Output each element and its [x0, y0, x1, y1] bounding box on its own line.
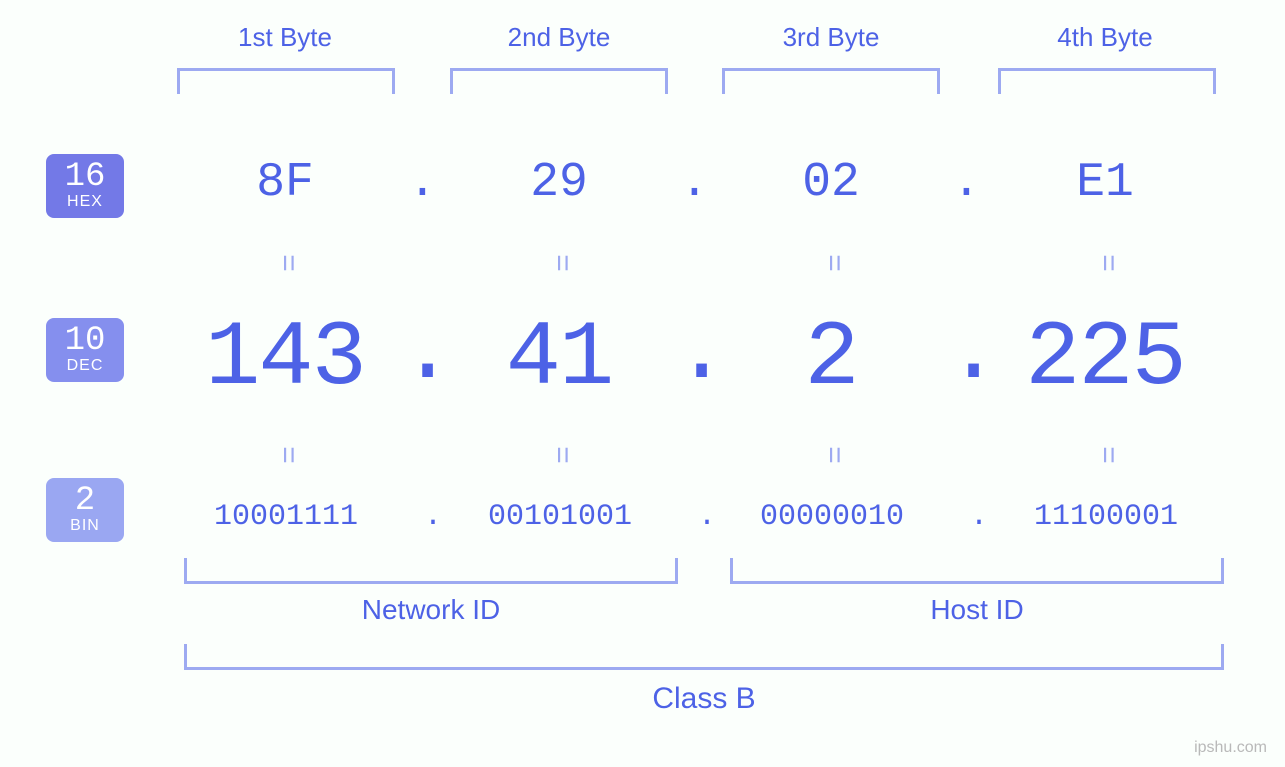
equals-icon: =	[1089, 243, 1123, 283]
byte-bracket-4	[998, 68, 1216, 94]
base-num-dec: 10	[46, 324, 124, 360]
dec-byte-2: 41	[434, 306, 684, 411]
base-label-bin: BIN	[46, 518, 124, 535]
hex-byte-1: 8F	[160, 156, 410, 210]
network-bracket	[184, 558, 678, 584]
byte-header-4: 4th Byte	[980, 22, 1230, 53]
hex-byte-2: 29	[434, 156, 684, 210]
hex-byte-4: E1	[980, 156, 1230, 210]
byte-header-1: 1st Byte	[160, 22, 410, 53]
class-label: Class B	[184, 682, 1224, 716]
base-num-hex: 16	[46, 160, 124, 196]
equals-icon: =	[543, 243, 577, 283]
bin-byte-3: 00000010	[702, 500, 962, 534]
byte-header-3: 3rd Byte	[706, 22, 956, 53]
byte-bracket-3	[722, 68, 940, 94]
byte-bracket-2	[450, 68, 668, 94]
hex-sep-2: .	[680, 156, 709, 210]
base-num-bin: 2	[46, 484, 124, 520]
base-badge-hex: 16 HEX	[46, 154, 124, 218]
byte-header-2: 2nd Byte	[434, 22, 684, 53]
equals-icon: =	[815, 243, 849, 283]
base-badge-bin: 2 BIN	[46, 478, 124, 542]
base-label-dec: DEC	[46, 358, 124, 375]
class-bracket	[184, 644, 1224, 670]
bin-byte-2: 00101001	[430, 500, 690, 534]
byte-bracket-1	[177, 68, 395, 94]
equals-icon: =	[269, 435, 303, 475]
watermark: ipshu.com	[1194, 739, 1267, 757]
host-id-label: Host ID	[730, 594, 1224, 626]
network-id-label: Network ID	[184, 594, 678, 626]
hex-sep-1: .	[408, 156, 437, 210]
base-badge-dec: 10 DEC	[46, 318, 124, 382]
equals-icon: =	[815, 435, 849, 475]
equals-icon: =	[543, 435, 577, 475]
dec-byte-4: 225	[980, 306, 1230, 411]
bin-byte-4: 11100001	[976, 500, 1236, 534]
equals-icon: =	[1089, 435, 1123, 475]
ip-diagram: 16 HEX 10 DEC 2 BIN 1st Byte 2nd Byte 3r…	[0, 0, 1285, 767]
hex-byte-3: 02	[706, 156, 956, 210]
hex-sep-3: .	[952, 156, 981, 210]
host-bracket	[730, 558, 1224, 584]
dec-byte-1: 143	[160, 306, 410, 411]
bin-byte-1: 10001111	[156, 500, 416, 534]
dec-byte-3: 2	[706, 306, 956, 411]
base-label-hex: HEX	[46, 194, 124, 211]
equals-icon: =	[269, 243, 303, 283]
